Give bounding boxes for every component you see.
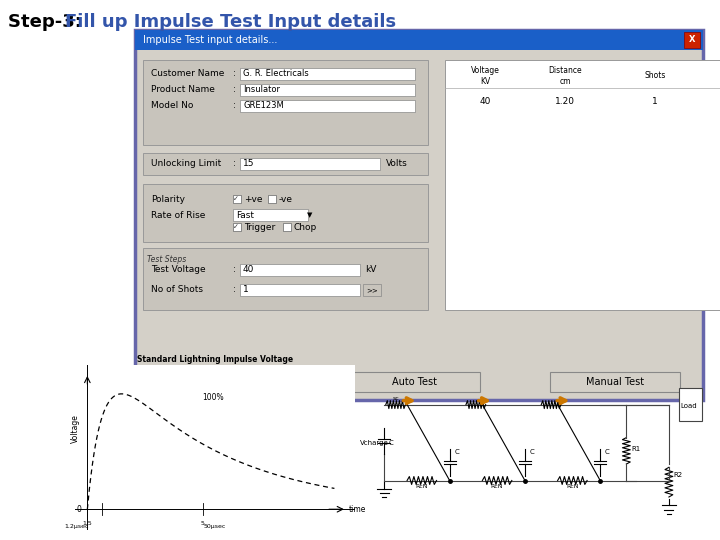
Text: C: C bbox=[389, 440, 394, 445]
Text: C: C bbox=[454, 449, 459, 455]
Bar bbox=[240, 158, 380, 170]
Bar bbox=[143, 248, 428, 310]
Text: +ve: +ve bbox=[244, 194, 263, 204]
Text: RcN: RcN bbox=[566, 484, 579, 489]
Text: Test Steps: Test Steps bbox=[147, 255, 186, 264]
Text: Chop: Chop bbox=[294, 222, 318, 232]
Title: Standard Lightning Impulse Voltage: Standard Lightning Impulse Voltage bbox=[137, 355, 293, 364]
Text: ▼: ▼ bbox=[307, 212, 312, 218]
Text: X: X bbox=[689, 36, 696, 44]
Bar bbox=[240, 264, 360, 276]
Text: Shots: Shots bbox=[644, 71, 666, 80]
Text: time: time bbox=[348, 505, 366, 514]
Text: RcN: RcN bbox=[491, 484, 503, 489]
Text: C: C bbox=[530, 449, 534, 455]
Text: 100%: 100% bbox=[202, 393, 224, 402]
Text: :: : bbox=[233, 159, 236, 168]
Bar bbox=[363, 284, 381, 296]
Text: Voltage
KV: Voltage KV bbox=[471, 66, 500, 86]
Bar bbox=[283, 223, 291, 231]
Text: Vcharge: Vcharge bbox=[359, 440, 388, 445]
Bar bbox=[233, 195, 241, 203]
Text: 1.2μsec: 1.2μsec bbox=[65, 524, 89, 529]
Text: RcN: RcN bbox=[415, 484, 428, 489]
Text: :: : bbox=[233, 85, 236, 94]
Text: sc: sc bbox=[392, 396, 399, 401]
Text: Fast: Fast bbox=[236, 211, 254, 219]
Text: :: : bbox=[233, 102, 236, 111]
Text: 5: 5 bbox=[201, 521, 204, 526]
Text: 15: 15 bbox=[243, 159, 254, 168]
Text: C: C bbox=[605, 449, 610, 455]
Bar bbox=[240, 84, 415, 96]
Text: :: : bbox=[233, 70, 236, 78]
Bar bbox=[233, 209, 308, 221]
Text: Voltage: Voltage bbox=[71, 414, 81, 443]
Text: Insulator: Insulator bbox=[243, 85, 280, 94]
Text: 40: 40 bbox=[480, 98, 491, 106]
Text: Customer Name: Customer Name bbox=[151, 70, 225, 78]
Bar bbox=[143, 60, 428, 145]
Text: Model No: Model No bbox=[151, 102, 194, 111]
Text: kV: kV bbox=[365, 266, 377, 274]
Text: 1: 1 bbox=[652, 98, 658, 106]
Text: No of Shots: No of Shots bbox=[151, 286, 203, 294]
Text: 0: 0 bbox=[76, 505, 81, 514]
Bar bbox=[233, 223, 241, 231]
Text: Trigger: Trigger bbox=[244, 222, 275, 232]
Text: 1.5: 1.5 bbox=[83, 521, 92, 526]
Bar bbox=[350, 372, 480, 392]
Text: Product Name: Product Name bbox=[151, 85, 215, 94]
Bar bbox=[445, 60, 720, 310]
Bar bbox=[135, 30, 703, 400]
Text: :: : bbox=[233, 286, 236, 294]
Text: R2: R2 bbox=[674, 472, 683, 478]
Text: ✓: ✓ bbox=[233, 224, 239, 230]
Text: -ve: -ve bbox=[279, 194, 293, 204]
Text: Polarity: Polarity bbox=[151, 194, 185, 204]
Text: Unlocking Limit: Unlocking Limit bbox=[151, 159, 221, 168]
Text: R1: R1 bbox=[631, 446, 641, 452]
Bar bbox=[150, 372, 270, 392]
Text: 1: 1 bbox=[243, 286, 248, 294]
Text: Test Voltage: Test Voltage bbox=[151, 266, 206, 274]
Bar bbox=[240, 284, 360, 296]
Bar bbox=[679, 388, 701, 421]
Text: Manual Test: Manual Test bbox=[586, 377, 644, 387]
Bar bbox=[135, 30, 703, 50]
Bar bbox=[240, 68, 415, 80]
Text: Impulse Test input details...: Impulse Test input details... bbox=[143, 35, 277, 45]
Text: ✓: ✓ bbox=[233, 196, 239, 202]
Bar bbox=[240, 100, 415, 112]
Text: G. R. Electricals: G. R. Electricals bbox=[243, 70, 309, 78]
Bar bbox=[268, 195, 276, 203]
Text: Step-3:: Step-3: bbox=[8, 13, 88, 31]
Text: Fill up Impulse Test Input details: Fill up Impulse Test Input details bbox=[65, 13, 396, 31]
Text: GRE123M: GRE123M bbox=[243, 102, 284, 111]
Bar bbox=[550, 372, 680, 392]
Text: :: : bbox=[233, 266, 236, 274]
Text: Auto Test: Auto Test bbox=[392, 377, 438, 387]
Bar bbox=[684, 32, 700, 48]
Text: 40: 40 bbox=[243, 266, 254, 274]
Text: 1.20: 1.20 bbox=[555, 98, 575, 106]
Bar bbox=[143, 153, 428, 175]
Text: 50μsec: 50μsec bbox=[204, 524, 226, 529]
Text: Quit: Quit bbox=[199, 377, 220, 387]
Text: Distance
cm: Distance cm bbox=[548, 66, 582, 86]
Text: Rate of Rise: Rate of Rise bbox=[151, 211, 205, 219]
Text: Load: Load bbox=[680, 403, 697, 409]
Bar bbox=[143, 184, 428, 242]
Text: Volts: Volts bbox=[386, 159, 408, 168]
Text: >>: >> bbox=[366, 287, 378, 293]
